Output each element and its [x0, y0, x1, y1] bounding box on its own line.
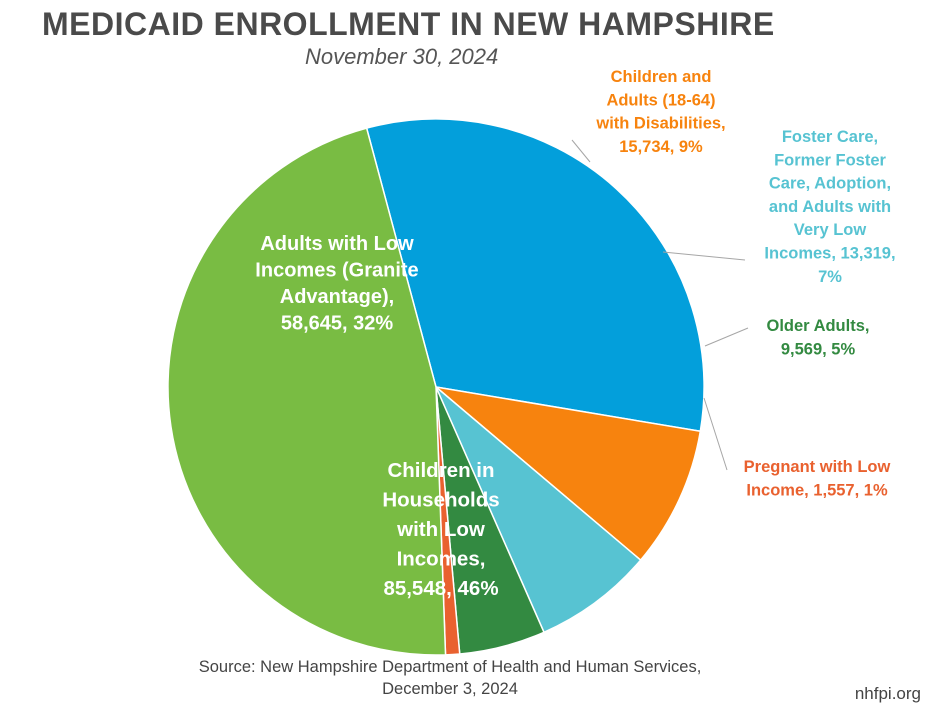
slice-label-line: Advantage),: [280, 286, 394, 308]
slice-label-line: Incomes (Granite: [255, 260, 418, 282]
slice-label-line: Adults with Low: [260, 233, 414, 255]
slice-label-line: Foster Care,: [782, 128, 878, 146]
site-credit: nhfpi.org: [854, 684, 921, 703]
slice-label-line: with Disabilities,: [595, 115, 725, 133]
leader-line-older-adults: [704, 327, 749, 347]
slice-label-line: Adults (18-64): [606, 91, 715, 109]
slice-label-line: and Adults with: [769, 198, 891, 216]
pie-slice-foster-care: [435, 386, 642, 634]
leader-line-disabilities: [571, 139, 591, 163]
slice-label-line: 9,569, 5%: [781, 340, 856, 358]
slice-label-older-adults: Older Adults, 9,569, 5%: [767, 317, 870, 358]
chart-subtitle: November 30, 2024: [305, 44, 499, 69]
slice-label-disabilities: Children and Adults (18-64) with Disabilit…: [595, 68, 725, 156]
source-line-2: December 3, 2024: [382, 680, 518, 698]
pie-slices: [167, 118, 705, 656]
slice-label-line: 15,734, 9%: [619, 138, 703, 156]
leader-lines: [571, 139, 749, 471]
leader-line-pregnant: [703, 397, 728, 471]
slice-label-line: Incomes, 13,319,: [764, 245, 895, 263]
chart-title: MEDICAID ENROLLMENT IN NEW HAMPSHIRE: [42, 6, 775, 42]
slice-label-line: with Low: [396, 518, 485, 541]
slice-label-foster-care: Foster Care, Former Foster Care, Adoption,…: [764, 128, 895, 286]
slice-label-line: Children in: [387, 459, 494, 482]
slice-label-line: Former Foster: [774, 151, 886, 169]
source-line-1: Source: New Hampshire Department of Heal…: [198, 658, 702, 676]
pie-slice-disabilities: [433, 385, 702, 562]
leader-line-foster-care: [662, 251, 746, 261]
slice-label-line: Incomes,: [397, 548, 486, 571]
slice-labels: Adults with Low Incomes (Granite Advantage…: [255, 68, 895, 600]
slice-label-line: 7%: [818, 268, 842, 286]
slice-label-pregnant: Pregnant with Low Income, 1,557, 1%: [744, 458, 891, 499]
pie-slice-adults-low-income: [365, 118, 705, 433]
slice-label-line: Care, Adoption,: [769, 175, 891, 193]
source-note: Source: New Hampshire Department of Heal…: [120, 656, 780, 700]
pie-slice-children-low-income: [167, 127, 447, 656]
slice-label-line: Households: [382, 489, 499, 512]
slice-label-line: Children and: [611, 68, 712, 86]
slice-label-line: Pregnant with Low: [744, 458, 891, 476]
slice-label-line: Very Low: [794, 221, 867, 239]
slice-label-line: 85,548, 46%: [383, 577, 498, 600]
slice-label-adults-low-income: Adults with Low Incomes (Granite Advantage…: [255, 233, 418, 335]
slice-label-children-low-income: Children in Households with Low Incomes, 85,…: [382, 459, 499, 600]
slice-label-line: Older Adults,: [767, 317, 870, 335]
slice-label-line: Income, 1,557, 1%: [746, 481, 888, 499]
slice-label-line: 58,645, 32%: [281, 313, 394, 335]
